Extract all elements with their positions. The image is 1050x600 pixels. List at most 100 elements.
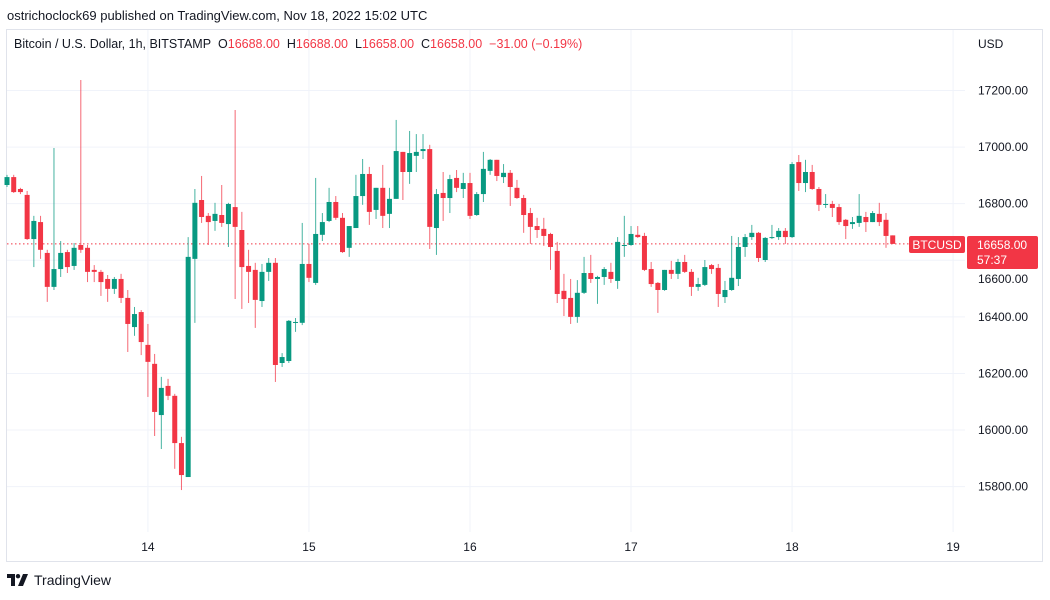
candle-body (762, 237, 768, 260)
candle-body (816, 188, 822, 205)
candle-body (165, 385, 171, 396)
candle-down (809, 164, 815, 190)
candle-body (742, 237, 748, 247)
candle-up (695, 277, 701, 291)
candle-down (876, 202, 882, 227)
last-price-label: 16658.00 57:37 (967, 236, 1038, 269)
candle-up (581, 256, 587, 294)
candle-body (890, 235, 896, 244)
candle-down (272, 258, 278, 382)
candle-down (521, 194, 527, 233)
candle-body (125, 297, 131, 324)
candle-body (548, 233, 554, 247)
candle-body (118, 278, 124, 298)
candle-body (17, 188, 23, 193)
candle-body (715, 267, 721, 294)
candle-body (856, 215, 862, 223)
candle-down (883, 213, 889, 248)
candle-body (487, 159, 493, 171)
candle-down (11, 174, 17, 193)
grid (7, 30, 965, 532)
candle-body (199, 200, 205, 217)
candle-body (407, 153, 413, 172)
candles (4, 80, 896, 491)
candle-up (628, 226, 634, 246)
candle-down (98, 269, 104, 296)
candle-down (205, 213, 211, 245)
candle-body (829, 203, 835, 208)
candle-up (420, 134, 426, 159)
candle-body (849, 222, 855, 225)
last-price-value: 16658.00 (977, 238, 1027, 252)
price-tick-label: 16400.00 (978, 310, 1028, 324)
price-tick-label: 16000.00 (978, 423, 1028, 437)
candle-down (252, 262, 258, 328)
candle-body (635, 234, 641, 238)
candle-body (514, 187, 520, 199)
high-value: 16688.00 (295, 37, 349, 51)
candle-down (608, 262, 614, 283)
candle-body (876, 213, 882, 223)
candle-up (299, 222, 305, 326)
candle-body (91, 269, 97, 272)
candle-body (836, 207, 842, 223)
candle-body (628, 233, 634, 245)
candle-up (662, 269, 668, 291)
candle-body (440, 192, 446, 199)
candle-body (729, 277, 735, 290)
candle-up (789, 162, 795, 238)
candle-down (232, 110, 238, 300)
candle-body (809, 171, 815, 189)
candle-down (38, 215, 44, 259)
time-tick-label: 18 (785, 540, 799, 554)
candle-up (574, 280, 580, 323)
candle-down (668, 260, 674, 279)
time-axis: 14 15 16 17 18 19 (141, 540, 960, 554)
candle-up (319, 213, 325, 242)
candle-body (608, 271, 614, 279)
candle-down (554, 241, 560, 304)
open-value: 16688.00 (227, 37, 280, 51)
candle-body (24, 194, 30, 240)
candle-body (702, 267, 708, 285)
candle-up (360, 158, 366, 205)
candle-body (863, 216, 869, 223)
brand-name: TradingView (34, 572, 112, 588)
candle-down (427, 144, 433, 249)
candle-body (58, 252, 64, 270)
candle-body (393, 151, 399, 199)
candle-up (594, 275, 600, 304)
candle-body (574, 292, 580, 317)
candle-up (702, 259, 708, 287)
open-label: O (218, 37, 228, 51)
candle-down (380, 164, 386, 229)
candle-up (675, 258, 681, 279)
candle-body (44, 252, 50, 287)
candle-body (823, 203, 829, 205)
candle-body (883, 219, 889, 236)
candle-down (548, 232, 554, 270)
candle-up (279, 353, 285, 367)
bar-countdown: 57:37 (977, 253, 1007, 267)
candle-up (762, 237, 768, 262)
candle-body (521, 198, 527, 216)
candle-body (131, 314, 137, 328)
candle-body (138, 312, 144, 343)
candle-body (782, 230, 788, 238)
candle-body (340, 217, 345, 253)
candle-body (239, 230, 245, 268)
tradingview-brand[interactable]: TradingView (7, 572, 111, 588)
candle-body (427, 149, 433, 227)
currency-label: USD (978, 37, 1004, 51)
candle-down (44, 249, 50, 302)
candle-body (299, 263, 305, 323)
candle-up (621, 215, 627, 257)
candle-body (380, 187, 386, 216)
candle-down (568, 278, 574, 324)
candle-up (474, 192, 480, 216)
candle-down (152, 353, 158, 437)
candle-up (460, 172, 466, 199)
candle-down (105, 274, 111, 302)
candle-down (333, 196, 339, 220)
